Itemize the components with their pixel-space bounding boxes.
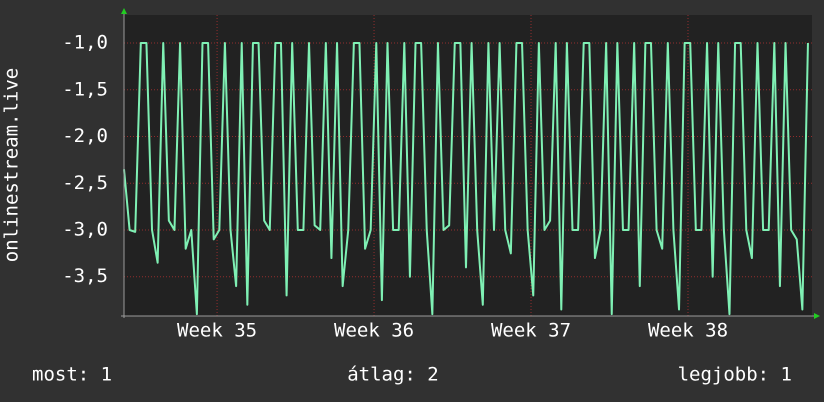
x-tick-label: Week 37 [491,320,571,342]
y-tick-label: -2,0 [62,125,108,147]
y-axis-label: onlinestream.live [1,68,23,262]
x-tick-label: Week 36 [334,320,414,342]
y-tick-label: -1,0 [62,32,108,54]
footer-stat: átlag: 2 [347,364,439,386]
y-tick-label: -1,5 [62,78,108,100]
data-line [123,42,809,316]
y-tick-label: -3,0 [62,219,108,241]
footer-stat: most: 1 [32,364,112,386]
y-axis-arrow [121,8,127,14]
x-axis-arrow [814,313,820,319]
y-tick-label: -2,5 [62,172,108,194]
x-tick-label: Week 38 [648,320,728,342]
footer-stat: legjobb: 1 [678,364,792,386]
y-tick-label: -3,5 [62,265,108,287]
x-tick-label: Week 35 [177,320,257,342]
